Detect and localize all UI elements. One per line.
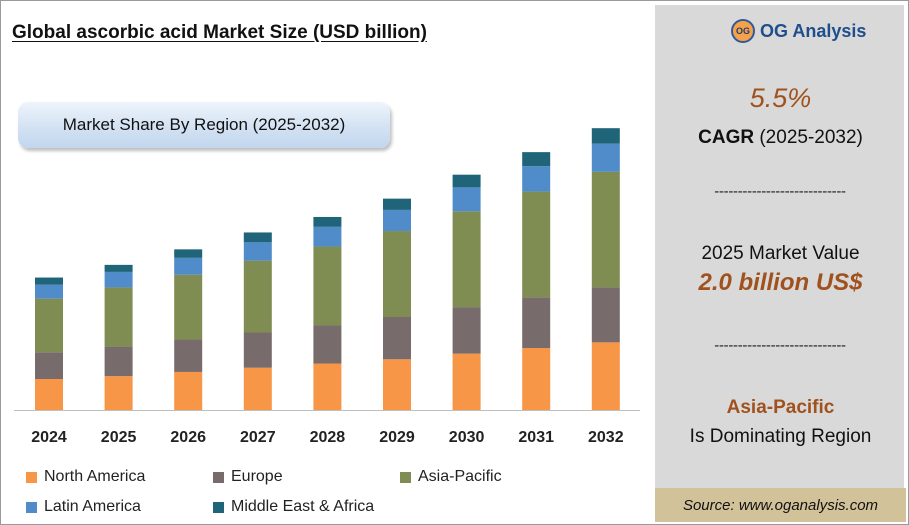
legend-item-asia-pacific: Asia-Pacific [400,468,502,486]
bar-segment-europe-2031 [522,297,551,348]
legend-item-north-america: North America [26,468,145,486]
og-analysis-logo: OG OG Analysis [731,19,866,43]
legend-label: Middle East & Africa [231,498,375,515]
bar-segment-europe-2030 [452,307,481,354]
bar-segment-asia-pacific-2030 [452,211,481,308]
bar-segment-middle-east-africa-2025 [104,264,133,272]
bar-segment-latin-america-2024 [35,284,63,299]
legend-swatch [400,471,411,483]
bar-segment-latin-america-2028 [313,226,342,247]
bar-segment-asia-pacific-2024 [35,298,63,353]
cagr-label-bold: CAGR [698,127,755,148]
legend-swatch [213,471,224,483]
bar-segment-latin-america-2032 [591,143,620,172]
bar-segment-north-america-2029 [383,359,411,410]
og-logo-text: OG Analysis [760,20,867,41]
bar-segment-middle-east-africa-2026 [174,249,203,258]
stacked-bar-chart: 2024 2025 2026 2027 2028 2029 2030 2031 2032 [14,128,640,446]
bar-segment-europe-2024 [35,352,63,379]
x-tick-label-2028: 2028 [310,429,346,446]
bar-segment-north-america-2031 [522,348,551,410]
bar-segment-north-america-2027 [243,367,272,410]
bar-segment-asia-pacific-2025 [104,287,133,347]
bar-segment-asia-pacific-2032 [591,171,620,288]
market-value-label: 2025 Market Value [701,243,860,264]
source-text: Source: www.oganalysis.com [682,496,879,514]
legend-label: North America [44,468,146,485]
dominating-region-label: Is Dominating Region [689,426,872,447]
x-tick-label-2024: 2024 [31,429,67,446]
bar-segment-europe-2025 [104,346,133,377]
bar-segment-north-america-2032 [591,342,620,410]
bar-segment-latin-america-2031 [522,166,551,192]
bar-segment-middle-east-africa-2031 [522,152,551,167]
bar-segment-europe-2032 [591,287,620,343]
legend-item-middle-east-africa: Middle East & Africa [213,498,374,516]
legend-swatch [213,501,224,513]
source-bar: Source: www.oganalysis.com [655,488,906,522]
bar-segment-europe-2026 [174,339,203,372]
legend-item-latin-america: Latin America [26,498,141,516]
bar-segment-asia-pacific-2029 [383,231,411,317]
dominating-region: Asia-Pacific [726,397,835,418]
bar-segment-middle-east-africa-2028 [313,216,342,227]
bar-segment-europe-2028 [313,325,342,364]
legend-swatch [26,501,37,513]
summary-panel: OG OG Analysis 5.5% CAGR (2025-2032) ---… [653,5,906,522]
bar-segment-middle-east-africa-2024 [35,277,63,285]
x-tick-label-2027: 2027 [240,429,276,446]
legend-item-europe: Europe [213,468,283,486]
og-logo-icon: OG [731,19,755,43]
bar-segment-asia-pacific-2026 [174,274,203,340]
bar-segment-middle-east-africa-2030 [452,174,481,188]
bar-segment-latin-america-2026 [174,257,203,275]
bar-segment-north-america-2024 [35,379,63,410]
bar-segment-north-america-2030 [452,353,481,410]
bar-segment-europe-2029 [383,317,411,360]
bar-segment-latin-america-2025 [104,271,133,288]
legend-label: Europe [231,468,283,485]
x-tick-label-2026: 2026 [170,429,206,446]
x-tick-label-2029: 2029 [379,429,415,446]
divider-2: ---------------------------- [714,337,846,354]
bar-segment-north-america-2025 [104,376,133,410]
bar-segment-latin-america-2030 [452,187,481,212]
bar-segment-asia-pacific-2028 [313,246,342,326]
bar-segment-asia-pacific-2031 [522,191,551,298]
region-share-badge-label: Market Share By Region (2025-2032) [62,115,346,134]
bar-segment-north-america-2028 [313,363,342,410]
bar-segment-middle-east-africa-2032 [591,128,620,144]
x-tick-label-2032: 2032 [588,429,624,446]
bar-segment-asia-pacific-2027 [243,260,272,333]
x-tick-label-2025: 2025 [101,429,137,446]
legend-label: Asia-Pacific [418,468,502,485]
chart-title: Global ascorbic acid Market Size (USD bi… [12,22,427,43]
bar-segment-north-america-2026 [174,371,203,410]
x-tick-label-2030: 2030 [449,429,485,446]
bar-segment-middle-east-africa-2027 [243,232,272,243]
region-share-badge: Market Share By Region (2025-2032) [18,102,390,148]
cagr-period: (2025-2032) [754,127,863,148]
bar-segment-latin-america-2029 [383,209,411,232]
bar-segment-europe-2027 [243,332,272,368]
bar-segment-middle-east-africa-2029 [383,198,411,210]
cagr-value: 5.5% [749,83,812,113]
legend-swatch [26,471,37,483]
market-value: 2.0 billion US$ [698,269,863,296]
legend-label: Latin America [44,498,141,515]
divider-1: ---------------------------- [714,183,846,200]
bar-segment-latin-america-2027 [243,242,272,261]
x-tick-label-2031: 2031 [518,429,554,446]
cagr-label: CAGR (2025-2032) [655,127,906,149]
